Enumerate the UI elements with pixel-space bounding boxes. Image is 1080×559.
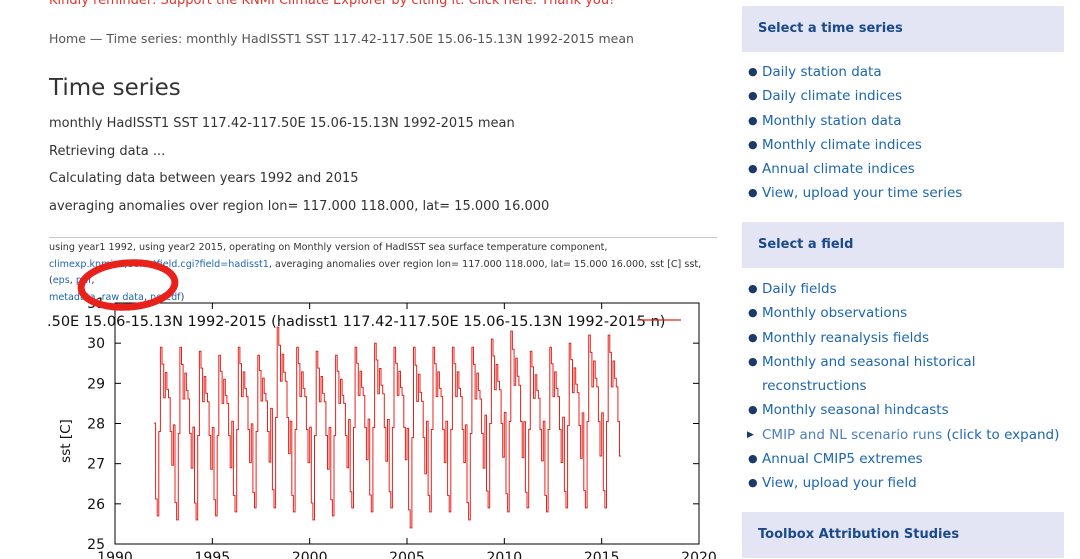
x-tick-label: 1995 — [195, 550, 231, 559]
y-tick-label: 27 — [87, 457, 105, 473]
sidebar-item-monthly-reanalysis-fields[interactable]: ● Monthly reanalysis fields — [742, 326, 1059, 350]
y-axis-label: sst [C] — [58, 419, 74, 463]
caption-text-2: , averaging anomalies over region lon= 1… — [49, 258, 702, 287]
page-title: Time series — [49, 75, 181, 101]
sidebar-item-daily-fields[interactable]: ● Daily fields — [742, 277, 1059, 301]
expand-triangle-icon: ▶ — [747, 429, 754, 440]
sidebar-item-upload-field[interactable]: ● View, upload your field — [742, 471, 1059, 495]
main-content: Kindly reminder: Support the KNMI Climat… — [47, 0, 717, 559]
sidebar-item-annual-climate-indices[interactable]: ● Annual climate indices — [742, 157, 962, 181]
sidebar-item-cmip-scenario-runs[interactable]: ▶ CMIP and NL scenario runs (click to exp… — [742, 423, 1059, 447]
sidebar: Select a time series ● Daily station data… — [742, 0, 1064, 559]
bullet-icon: ● — [748, 330, 758, 344]
x-tick-label: 1990 — [97, 550, 133, 559]
bullet-icon: ● — [748, 452, 758, 466]
x-tick-label: 2000 — [292, 550, 328, 559]
pdf-link[interactable]: pdf — [75, 275, 92, 286]
sidebar-item-daily-climate-indices[interactable]: ● Daily climate indices — [742, 84, 962, 108]
bullet-icon: ● — [748, 306, 758, 320]
x-tick-label: 2015 — [584, 550, 620, 559]
x-tick-label: 2010 — [487, 550, 523, 559]
status-calculating: Calculating data between years 1992 and … — [49, 171, 359, 186]
plot-frame — [114, 302, 700, 545]
bullet-icon: ● — [748, 186, 758, 200]
y-tick-label: 31 — [87, 296, 105, 312]
sidebar-item-monthly-climate-indices[interactable]: ● Monthly climate indices — [742, 133, 962, 157]
sst-time-series-plot: .50E 15.06-15.13N 1992-2015 (hadisst1 11… — [47, 296, 717, 559]
sidebar-item-historical-reconstructions[interactable]: ● Monthly and seasonal historical reconst… — [742, 350, 982, 399]
section-header-time-series[interactable]: Select a time series — [742, 6, 1064, 52]
status-retrieving: Retrieving data ... — [49, 144, 166, 159]
bullet-icon: ● — [748, 476, 758, 490]
x-tick-label: 2005 — [389, 550, 425, 559]
bullet-icon: ● — [748, 282, 758, 295]
y-tick-label: 28 — [87, 417, 105, 433]
time-series-list: ● Daily station data ● Daily climate indic… — [742, 60, 962, 206]
bullet-icon: ● — [748, 403, 758, 417]
series-description: monthly HadISST1 SST 117.42-117.50E 15.0… — [49, 116, 515, 131]
metadata-link[interactable]: metadata — [49, 291, 96, 303]
y-tick-label: 25 — [87, 537, 105, 553]
section-header-toolbox[interactable]: Toolbox Attribution Studies — [742, 512, 1064, 558]
y-tick-label: 30 — [87, 336, 105, 352]
bullet-icon: ● — [748, 65, 758, 78]
x-tick-label: 2020 — [681, 550, 717, 559]
sidebar-item-monthly-observations[interactable]: ● Monthly observations — [742, 301, 1059, 325]
y-tick-label: 29 — [87, 376, 105, 392]
field-url-link[interactable]: climexp.knmi.nl/selectfield.cgi?field=ha… — [49, 258, 269, 270]
eps-link[interactable]: eps — [52, 275, 70, 286]
section-header-field[interactable]: Select a field — [742, 222, 1064, 268]
bullet-icon: ● — [748, 113, 758, 127]
status-averaging: averaging anomalies over region lon= 117… — [49, 199, 550, 214]
bullet-icon: ● — [748, 137, 758, 151]
sst-series-line — [153, 326, 622, 529]
sidebar-item-daily-station-data[interactable]: ● Daily station data — [742, 60, 962, 84]
sidebar-item-monthly-station-data[interactable]: ● Monthly station data — [742, 109, 962, 133]
sidebar-item-seasonal-hindcasts[interactable]: ● Monthly seasonal hindcasts — [742, 398, 1059, 422]
bullet-icon: ● — [748, 354, 758, 368]
caption-text-1: using year1 1992, using year2 2015, oper… — [49, 242, 608, 253]
breadcrumb: Home — Time series: monthly HadISST1 SST… — [49, 31, 634, 46]
field-list: ● Daily fields ● Monthly observations ● Mon… — [742, 277, 1059, 496]
divider — [49, 237, 717, 238]
chart-title: .50E 15.06-15.13N 1992-2015 (hadisst1 11… — [47, 314, 665, 330]
support-reminder-link[interactable]: Kindly reminder: Support the KNMI Climat… — [49, 0, 615, 8]
y-tick-label: 26 — [87, 497, 105, 513]
bullet-icon: ● — [748, 89, 758, 103]
expand-hint[interactable]: (click to expand) — [946, 426, 1060, 443]
sidebar-item-annual-cmip5-extremes[interactable]: ● Annual CMIP5 extremes — [742, 447, 1059, 471]
sidebar-item-upload-time-series[interactable]: ● View, upload your time series — [742, 181, 962, 205]
bullet-icon: ● — [748, 162, 758, 176]
